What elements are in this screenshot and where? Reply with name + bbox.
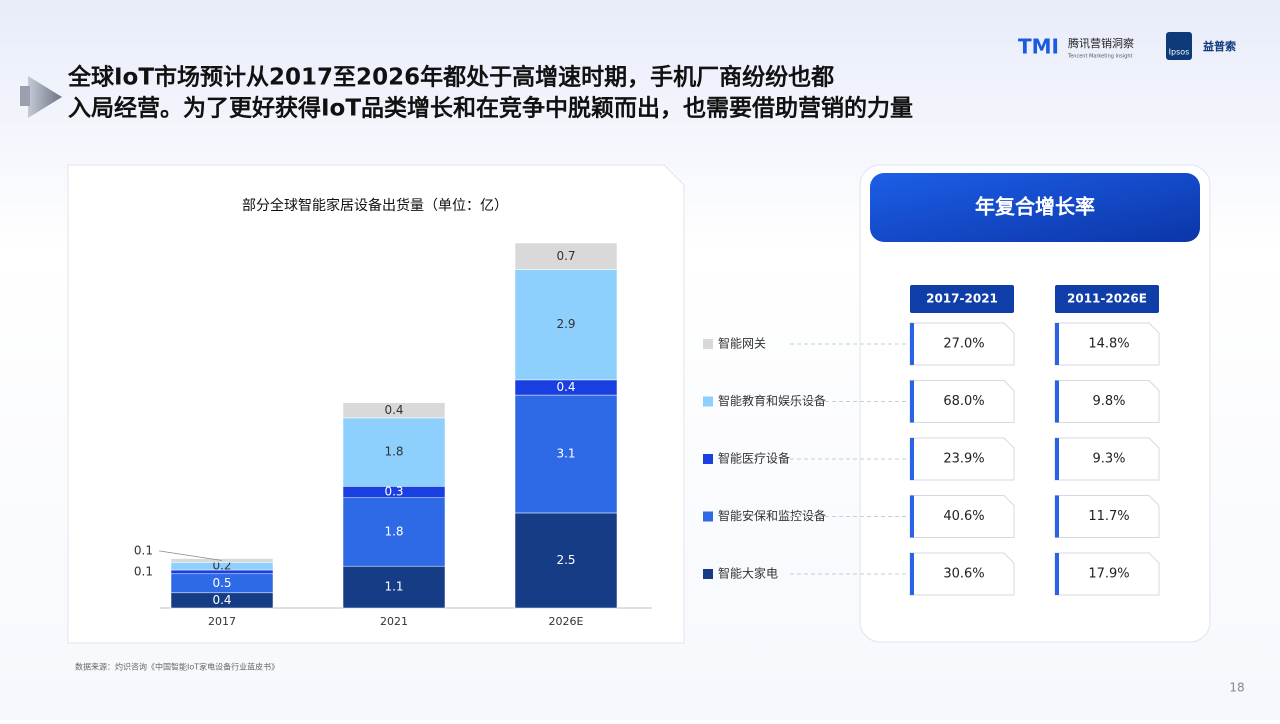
row-label: 智能教育和娱乐设备 <box>718 393 826 408</box>
bar-segment <box>514 242 618 270</box>
value-label: 2.5 <box>556 553 575 567</box>
legend-marker <box>703 454 713 464</box>
legend-marker <box>703 569 713 579</box>
slide-title: 全球IoT市场预计从2017至2026年都处于高增速时期，手机厂商纷纷也都 <box>67 64 834 91</box>
rate-box-edge <box>1055 380 1059 423</box>
rate-box-edge <box>910 438 914 480</box>
page-number: 18 <box>1229 681 1244 695</box>
bar-segment <box>342 497 446 567</box>
rate-box-edge <box>910 323 914 365</box>
rate-value: 40.6% <box>943 509 984 524</box>
value-label: 0.1 <box>134 543 153 557</box>
value-label: 0.4 <box>384 403 403 417</box>
bar-segment <box>342 417 446 487</box>
value-label: 0.5 <box>212 576 231 590</box>
rate-value: 17.9% <box>1088 567 1129 582</box>
logo-ipsos-cn: 益普索 <box>1203 39 1236 53</box>
source: 数据来源：灼识咨询《中国智能IoT家电设备行业蓝皮书》 <box>75 662 279 672</box>
growth-header <box>870 173 1200 242</box>
value-label: 1.8 <box>384 524 403 538</box>
value-label: 0.1 <box>134 564 153 578</box>
x-tick-label: 2026E <box>549 615 584 628</box>
growth-title: 年复合增长率 <box>975 195 1095 219</box>
rate-value: 9.3% <box>1092 452 1125 467</box>
value-label: 1.8 <box>384 445 403 459</box>
rate-value: 14.8% <box>1088 337 1129 352</box>
x-tick-label: 2017 <box>208 615 236 628</box>
column-header: 2011-2026E <box>1067 292 1147 306</box>
column-header-box <box>910 285 1014 313</box>
rate-value: 23.9% <box>943 452 984 467</box>
bar-segment <box>514 512 618 609</box>
label-leader <box>158 550 223 561</box>
title-icon <box>28 76 62 118</box>
rate-value: 27.0% <box>943 337 984 352</box>
value-label: 1.1 <box>384 580 403 594</box>
value-label: 0.3 <box>384 485 403 499</box>
title-icon-base <box>20 86 30 106</box>
rate-box-edge <box>1055 553 1059 595</box>
legend-marker <box>703 396 713 407</box>
rate-box-edge <box>1055 323 1059 365</box>
rate-box-edge <box>910 553 914 595</box>
column-header-box <box>1055 285 1159 313</box>
rate-value: 9.8% <box>1092 394 1125 409</box>
logo-ipsos: Ipsos <box>1169 48 1190 57</box>
value-label: 0.7 <box>556 249 575 263</box>
chart-title: 部分全球智能家居设备出货量（单位：亿） <box>242 197 508 214</box>
value-label: 2.9 <box>556 317 575 331</box>
row-label: 智能大家电 <box>718 566 778 581</box>
bar-segment <box>342 565 446 609</box>
value-label: 3.1 <box>556 447 575 461</box>
rate-value: 68.0% <box>943 394 984 409</box>
slide-title: 入局经营。为了更好获得IoT品类增长和在竞争中脱颖而出，也需要借助营销的力量 <box>68 95 913 122</box>
bar-segment <box>342 402 446 419</box>
logo-tmi-en: Tencent Marketing Insight <box>1067 54 1132 60</box>
rate-box-edge <box>1055 495 1059 538</box>
rate-box-edge <box>910 495 914 538</box>
x-tick-label: 2021 <box>380 615 408 628</box>
value-label: 0.4 <box>556 380 575 394</box>
bar-segment <box>514 269 618 381</box>
rate-box-edge <box>1055 438 1059 480</box>
row-label: 智能安保和监控设备 <box>718 508 826 523</box>
rate-value: 30.6% <box>943 567 984 582</box>
bar-segment <box>514 394 618 514</box>
logo-tmi: TMI <box>1018 35 1059 59</box>
rate-value: 11.7% <box>1088 509 1129 524</box>
row-label: 智能网关 <box>718 336 766 351</box>
logo-tmi-cn: 腾讯营销洞察 <box>1068 36 1134 50</box>
legend-marker <box>703 339 713 349</box>
bar-segment <box>170 558 274 563</box>
column-header: 2017-2021 <box>926 292 998 306</box>
logo-ipsos-box <box>1166 32 1192 60</box>
value-label: 0.4 <box>212 593 231 607</box>
row-label: 智能医疗设备 <box>718 451 790 466</box>
rate-box-edge <box>910 380 914 423</box>
legend-marker <box>703 511 713 522</box>
